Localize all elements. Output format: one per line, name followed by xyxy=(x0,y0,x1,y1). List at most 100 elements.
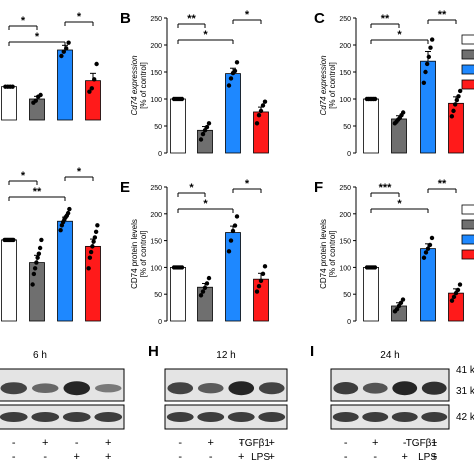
data-point xyxy=(11,237,16,243)
legend-swatch-2 xyxy=(461,64,474,75)
y-tick-label: 250 xyxy=(339,16,351,23)
bar-f-1 xyxy=(391,305,407,322)
y-axis-label: CD74 protein levels xyxy=(130,219,139,289)
y-tick-label: 200 xyxy=(150,43,162,50)
treatment-label-lps: LPS xyxy=(251,452,270,463)
y-tick-label: 0 xyxy=(158,151,162,158)
y-axis-label: [% of control] xyxy=(139,62,148,109)
data-point xyxy=(35,255,40,260)
sig-label: *** xyxy=(379,182,393,194)
sig-label: * xyxy=(21,15,26,27)
y-tick-label: 50 xyxy=(343,124,351,131)
y-tick-label: 150 xyxy=(150,70,162,77)
y-tick-label: 250 xyxy=(150,185,162,192)
panel-letter: B xyxy=(120,10,131,27)
data-point xyxy=(454,97,460,103)
data-point xyxy=(396,303,402,309)
sig-label: * xyxy=(203,29,208,41)
treatment-sign: - xyxy=(209,451,213,463)
blot-time-label: 12 h xyxy=(216,350,235,361)
y-tick-label: 50 xyxy=(343,292,351,299)
bar-b-0 xyxy=(170,98,186,154)
data-point xyxy=(452,102,458,107)
treatment-sign: + xyxy=(74,451,80,463)
data-point xyxy=(202,285,208,290)
legend-swatch-1 xyxy=(461,49,474,60)
panel-letter: I xyxy=(310,343,314,360)
sig-label: ** xyxy=(438,9,447,21)
y-axis-label: [% of control] xyxy=(139,231,148,278)
loading-band xyxy=(258,412,286,422)
chart-panel-c: C 0 50 100 150 200 250 Cd74 expression [% of con… xyxy=(314,9,464,158)
treatment-sign: + xyxy=(372,437,378,449)
y-tick-label: 150 xyxy=(339,70,351,77)
legend-swatch-3 xyxy=(461,79,474,90)
bar-e-2 xyxy=(225,232,241,322)
protein-band xyxy=(95,384,122,393)
sig-label: * xyxy=(189,182,194,194)
treatment-sign: - xyxy=(178,437,182,449)
data-point xyxy=(34,260,39,265)
loading-band xyxy=(166,412,194,422)
data-point xyxy=(256,283,262,289)
chart-panel-b: B 0 50 100 150 200 250 Cd74 expression [% of con… xyxy=(120,9,269,158)
legend-swatch-2 xyxy=(461,234,474,245)
treatment-sign: - xyxy=(43,451,47,463)
data-point xyxy=(256,113,262,118)
treatment-sign: + xyxy=(269,451,275,463)
data-point xyxy=(258,278,264,283)
y-tick-label: 0 xyxy=(347,151,351,158)
treatment-sign: + xyxy=(105,451,111,463)
data-point xyxy=(258,108,264,114)
loading-band xyxy=(94,412,123,422)
sig-label: ** xyxy=(187,13,196,25)
bar-b-3 xyxy=(253,111,269,154)
legend-swatches xyxy=(461,204,474,260)
treatment-sign: - xyxy=(239,437,243,449)
sig-label: * xyxy=(245,9,250,21)
data-point xyxy=(66,40,71,45)
data-point xyxy=(453,290,459,296)
y-tick-label: 0 xyxy=(158,319,162,326)
sig-label: ** xyxy=(33,186,42,198)
bar-c-0 xyxy=(363,98,379,154)
data-point xyxy=(449,298,455,303)
data-point xyxy=(456,94,461,99)
data-point xyxy=(260,103,266,108)
treatment-label-tgf: TGFβ1 xyxy=(239,438,271,449)
panel-letter: C xyxy=(314,10,325,27)
sig-label: * xyxy=(77,11,82,23)
sig-label: * xyxy=(21,170,26,182)
data-point xyxy=(254,289,260,294)
loading-band xyxy=(0,412,28,422)
protein-band xyxy=(32,383,59,394)
treatment-sign: + xyxy=(42,437,48,449)
data-point xyxy=(92,235,98,240)
y-tick-label: 100 xyxy=(339,265,351,272)
blot-panel-g: 6 h - + - + - - + + xyxy=(0,350,125,463)
treatment-label-lps: LPS xyxy=(418,452,437,463)
data-point xyxy=(451,294,457,300)
data-point xyxy=(232,68,238,74)
y-tick-label: 200 xyxy=(339,212,351,219)
y-tick-label: 50 xyxy=(154,292,162,299)
y-tick-label: 100 xyxy=(339,97,351,104)
sig-label: * xyxy=(77,166,82,178)
data-point xyxy=(32,266,38,271)
data-point xyxy=(457,88,463,94)
y-tick-label: 200 xyxy=(150,212,162,219)
treatment-sign: - xyxy=(12,451,16,463)
blot-panel-h: H 12 h - + - + - - + + xyxy=(148,343,288,463)
protein-band xyxy=(167,382,194,395)
data-point xyxy=(87,89,92,94)
data-point xyxy=(91,239,96,244)
data-point xyxy=(423,250,429,255)
blot-panel-i: I 24 h - + - + - - + + xyxy=(310,343,450,463)
protein-band xyxy=(228,381,255,396)
data-point xyxy=(89,86,95,91)
chart-panel-d: **** xyxy=(1,166,101,322)
data-point xyxy=(429,235,435,241)
treatment-sign: - xyxy=(344,451,348,463)
data-point xyxy=(228,238,234,243)
